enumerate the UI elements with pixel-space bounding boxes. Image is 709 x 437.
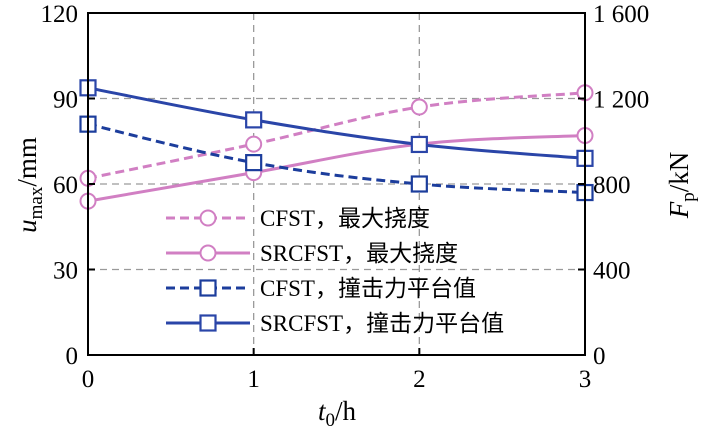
series-line-3 <box>87 86 586 160</box>
legend-marker-3 <box>199 314 217 332</box>
x-axis-title: t0/h <box>318 396 357 431</box>
x-axis-title-main: t <box>318 396 327 426</box>
series-point-0 <box>245 135 263 153</box>
x-tick-label: 0 <box>82 366 95 393</box>
right-tick-label: 1 600 <box>593 1 649 28</box>
left-axis-title-main: u <box>12 219 42 233</box>
series-layer <box>79 79 594 210</box>
right-tick-label: 800 <box>593 172 631 199</box>
right-tick-label: 0 <box>593 343 606 370</box>
x-tick-label: 3 <box>579 366 592 393</box>
grid-layer <box>88 13 585 355</box>
right-tick-label: 1 200 <box>593 87 649 114</box>
left-tick-label: 90 <box>53 87 78 114</box>
right-axis-title: Fp/kN <box>664 152 699 220</box>
legend: CFST，最大挠度 SRCFST，最大挠度 CFST，撞击力平台值 SRCFST，撞击… <box>166 206 504 336</box>
series-point-3 <box>245 111 263 129</box>
left-axis-title-rest: /mm <box>12 137 42 187</box>
legend-marker-2 <box>199 279 217 297</box>
series-point-2 <box>245 154 263 172</box>
right-tick-label: 400 <box>593 258 631 285</box>
series-point-0 <box>410 98 428 116</box>
series-point-2 <box>410 175 428 193</box>
x-axis-title-rest: /h <box>335 396 357 426</box>
legend-marker-1 <box>199 244 217 262</box>
left-tick-label: 120 <box>41 1 79 28</box>
series-line-0 <box>87 91 586 180</box>
x-tick-label: 2 <box>413 366 426 393</box>
right-axis-title-sub: p <box>678 192 699 202</box>
legend-label-3: SRCFST，撞击力平台值 <box>260 311 504 336</box>
series-line-1 <box>87 134 586 203</box>
x-tick-label: 1 <box>247 366 260 393</box>
series-line-2 <box>87 122 586 195</box>
x-axis-title-sub: 0 <box>326 410 336 431</box>
right-axis-title-rest: /kN <box>664 152 694 193</box>
legend-label-1: SRCFST，最大挠度 <box>260 241 458 266</box>
left-axis-title-sub: max <box>26 186 47 219</box>
legend-label-0: CFST，最大挠度 <box>260 206 430 231</box>
left-tick-label: 30 <box>53 258 78 285</box>
left-tick-label: 60 <box>53 172 78 199</box>
legend-label-2: CFST，撞击力平台值 <box>260 276 476 301</box>
right-axis-title-main: F <box>664 201 694 219</box>
left-axis-title: umax/mm <box>12 137 47 233</box>
left-tick-label: 0 <box>66 343 79 370</box>
series-point-3 <box>410 135 428 154</box>
legend-marker-0 <box>199 209 217 227</box>
